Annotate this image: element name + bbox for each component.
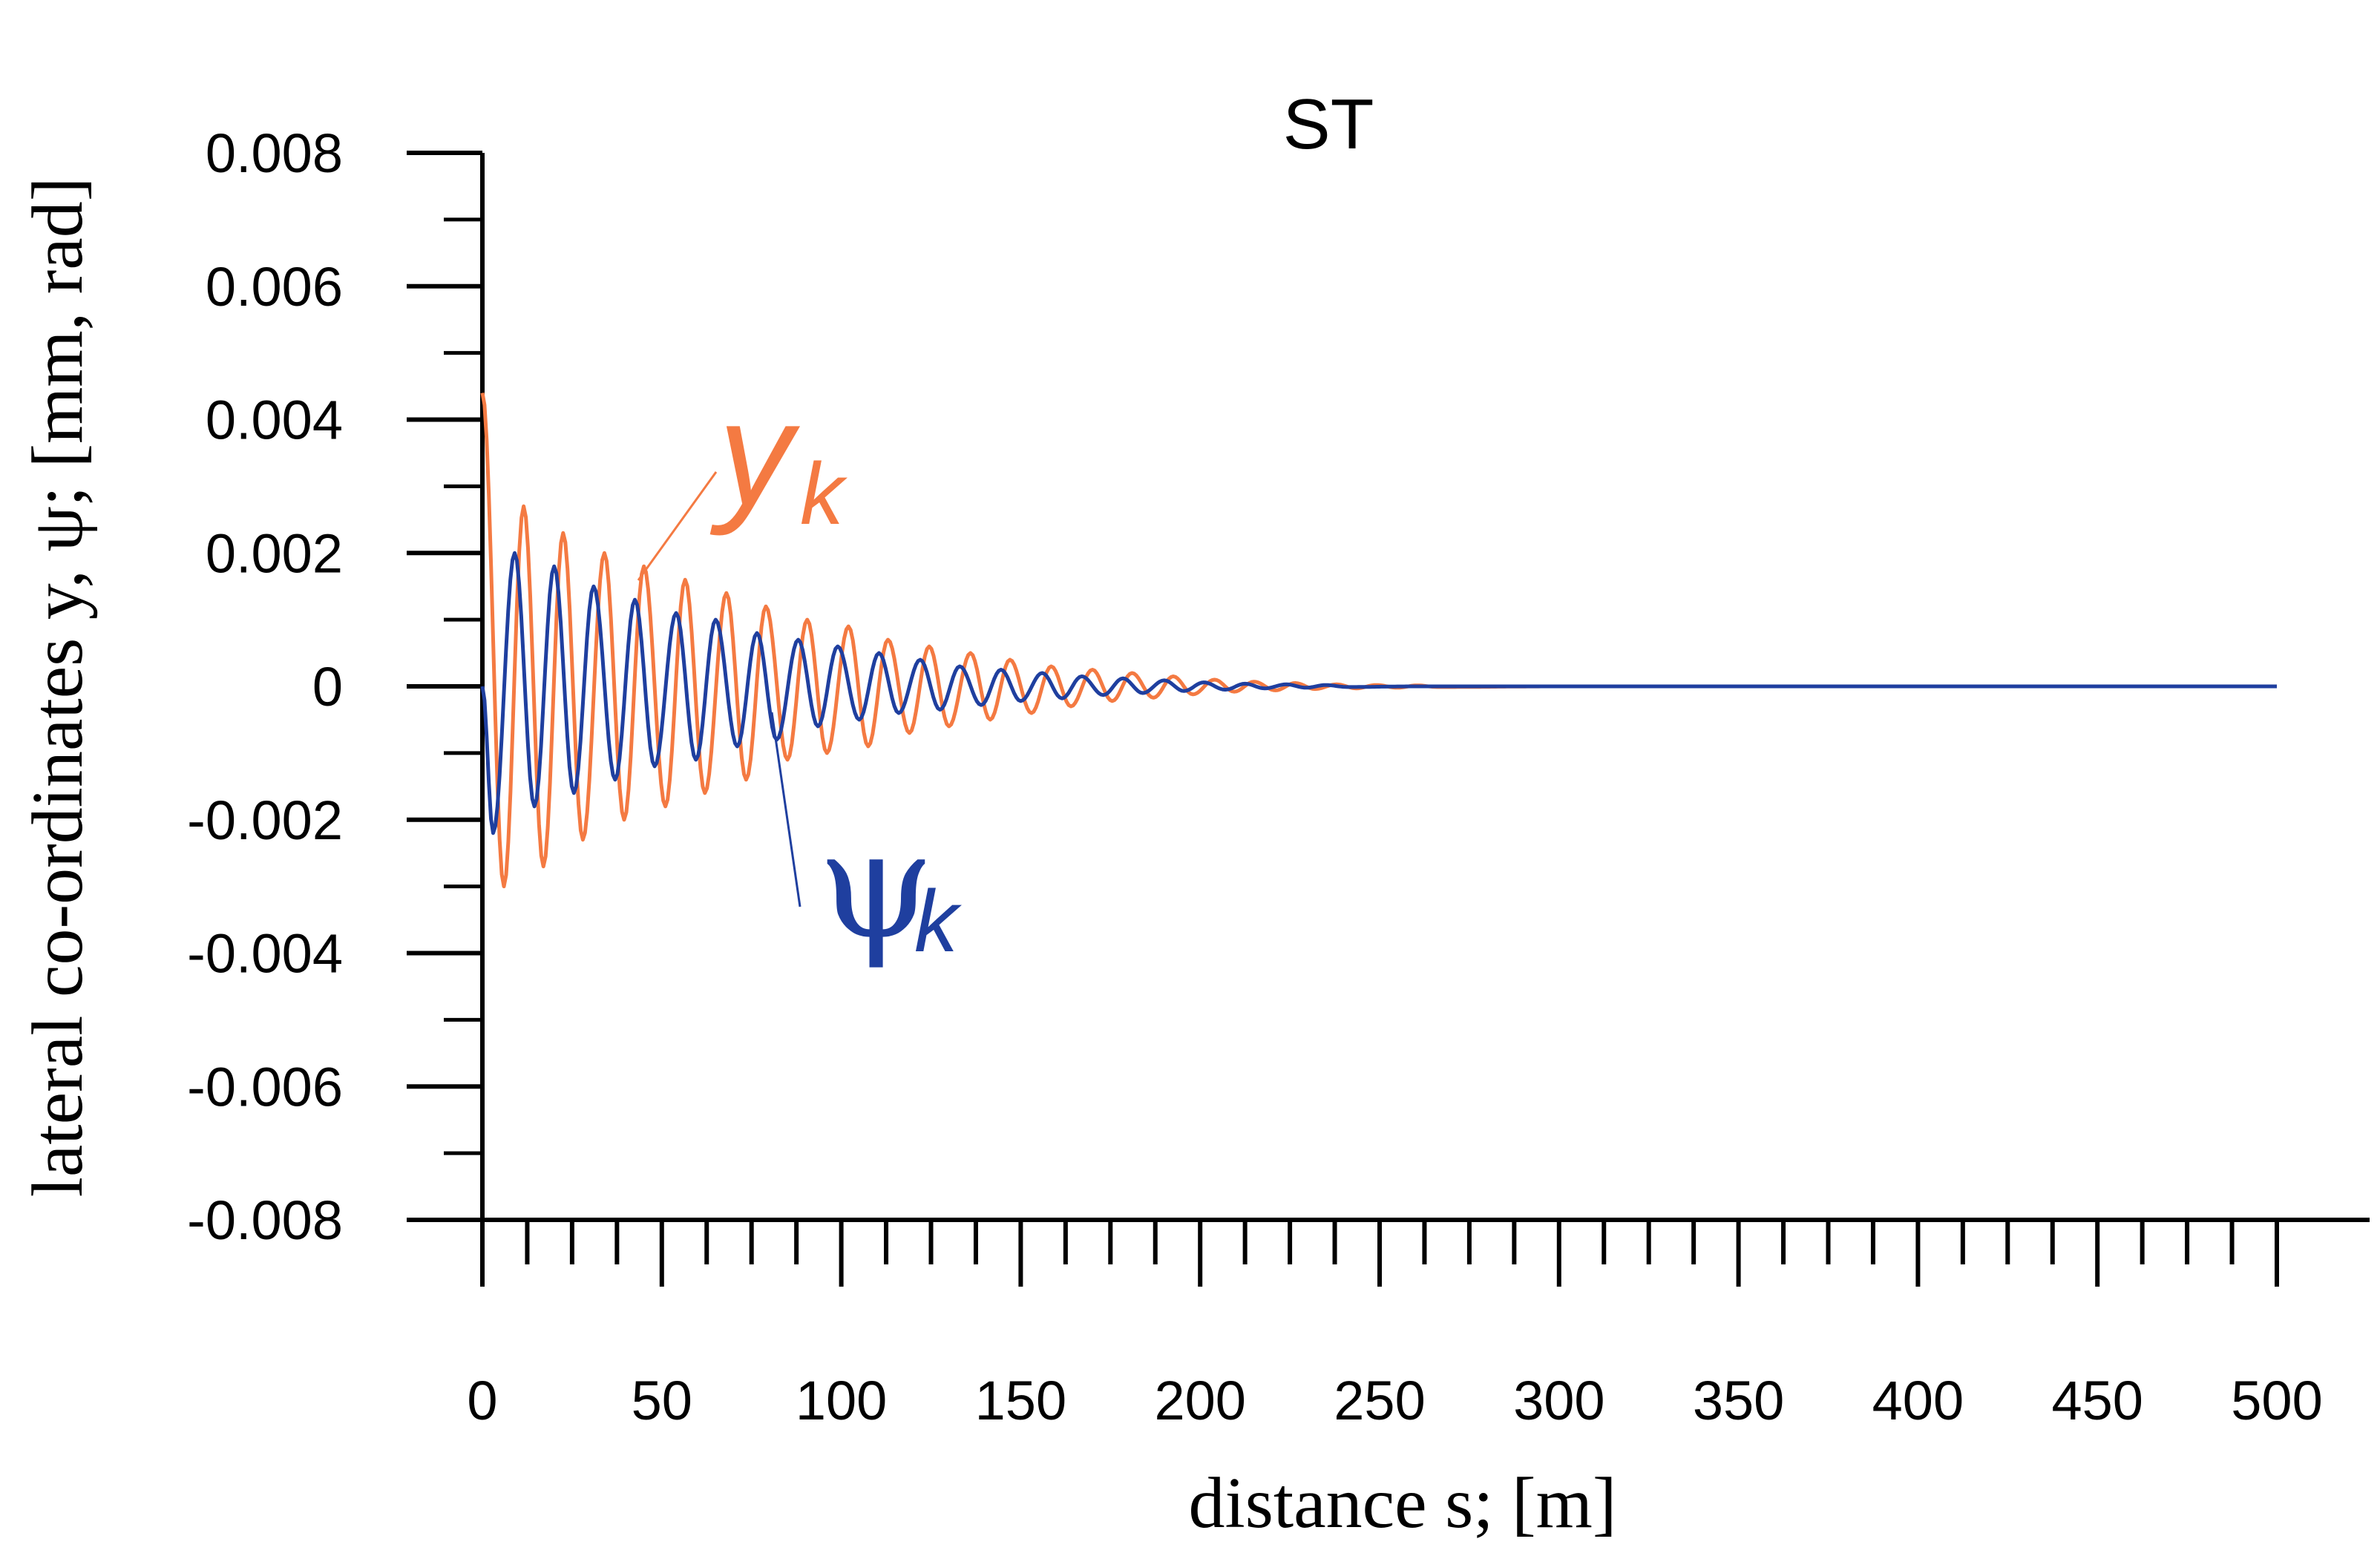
y-tick-label: 0 <box>312 656 343 718</box>
x-tick-label: 250 <box>1334 1370 1425 1431</box>
series-line-psik <box>480 551 2277 836</box>
psik-label-sub: k <box>914 873 962 971</box>
yk-leader-line <box>637 471 718 581</box>
y-axis-label: lateral co-ordinates y, ψ; [mm, rad] <box>18 177 98 1198</box>
yk-label-sub: k <box>800 445 848 543</box>
x-tick-label: 500 <box>2231 1370 2322 1431</box>
series-layer <box>480 393 2277 889</box>
x-tick-label: 150 <box>975 1370 1066 1431</box>
psik-label: ψ <box>818 799 934 972</box>
x-tick-label: 50 <box>632 1370 692 1431</box>
chart-title: ST <box>1283 85 1374 164</box>
y-tick-label: -0.004 <box>187 923 343 985</box>
x-tick-label: 450 <box>2051 1370 2143 1431</box>
axes: 0.008 0.006 0.004 0.002 0 -0.002 -0.004 -0.006 -… <box>187 122 2370 1431</box>
labels-layer: y kψk <box>637 371 962 972</box>
x-axis-label: distance s; [m] <box>1189 1463 1617 1543</box>
psik-leader-line <box>770 712 801 907</box>
yk-label: y <box>709 371 801 536</box>
x-tick-label: 200 <box>1154 1370 1245 1431</box>
x-tick-label: 0 <box>467 1370 497 1431</box>
y-tick-label: 0.002 <box>206 522 343 584</box>
y-tick-label: -0.006 <box>187 1056 343 1117</box>
x-tick-label: 400 <box>1872 1370 1964 1431</box>
x-tick-label: 300 <box>1513 1370 1604 1431</box>
y-tick-label: -0.008 <box>187 1189 343 1251</box>
y-tick-label: -0.002 <box>187 790 343 851</box>
x-tick-label: 100 <box>796 1370 887 1431</box>
y-tick-label: 0.004 <box>206 390 343 451</box>
y-tick-label: 0.006 <box>206 256 343 318</box>
y-tick-label: 0.008 <box>206 122 343 184</box>
x-tick-label: 350 <box>1693 1370 1784 1431</box>
